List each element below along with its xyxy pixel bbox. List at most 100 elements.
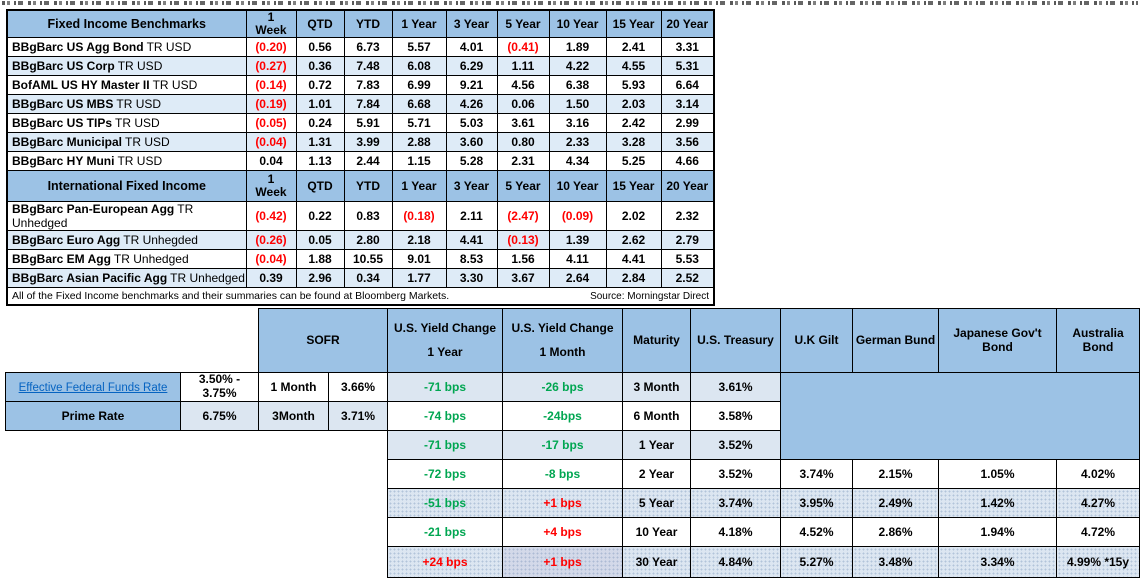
effective-federal-funds-rate-link[interactable]: Effective Federal Funds Rate <box>18 382 168 394</box>
fixed-income-table: Fixed Income Benchmarks 1 Week QTD YTD 1 Yea… <box>6 9 715 306</box>
benchmark-name: BBgBarc Asian Pacific Agg <box>12 271 168 286</box>
sofr-rate-cell: 3.71% <box>328 401 388 431</box>
period-value-cell: 4.41 <box>445 230 498 251</box>
period-value-cell: 2.18 <box>391 230 447 251</box>
german-bund-cell: 2.15% <box>852 459 939 489</box>
benchmark-suffix: TR USD <box>117 154 163 169</box>
uk-gilt-cell: 4.52% <box>780 517 853 547</box>
yield-header-line2: 1 Year <box>427 344 463 359</box>
period-value-cell: (0.09) <box>548 201 607 232</box>
benchmark-suffix: TR USD <box>146 40 192 55</box>
us-treasury-cell: 3.52% <box>690 459 781 489</box>
benchmark-suffix: TR USD <box>152 78 198 93</box>
japanese-bond-cell: 1.94% <box>938 517 1057 547</box>
period-value-cell: 3.56 <box>660 132 715 153</box>
benchmark-suffix: TR Unhedged <box>12 202 194 231</box>
period-header: 1 Year <box>391 170 447 203</box>
period-value-cell: 0.83 <box>343 201 393 232</box>
period-header: 1 Week <box>245 170 297 203</box>
prime-rate-value: 6.75% <box>180 401 259 431</box>
us-treasury-cell: 3.61% <box>690 372 781 402</box>
empty-left-region <box>6 547 388 578</box>
us-treasury-header: U.S. Treasury <box>690 308 781 373</box>
period-value-cell: 5.31 <box>660 56 715 77</box>
period-value-cell: 6.08 <box>391 56 447 77</box>
period-value-cell: 5.57 <box>391 37 447 58</box>
benchmark-name: BBgBarc HY Muni <box>12 154 115 169</box>
yield-change-1y-cell: -51 bps <box>387 488 503 518</box>
uk-gilt-cell: 3.95% <box>780 488 853 518</box>
period-header: 10 Year <box>548 9 607 39</box>
maturity-cell: 1 Year <box>622 430 691 460</box>
period-value-cell: 4.55 <box>605 56 662 77</box>
benchmark-suffix: TR Unhegded <box>123 233 198 248</box>
period-header: 3 Year <box>445 170 498 203</box>
benchmark-suffix: TR USD <box>125 135 170 150</box>
benchmark-name-cell: BBgBarc Pan-European Agg TR Unhedged <box>6 201 247 232</box>
yield-change-1m-cell: -26 bps <box>502 372 623 402</box>
period-header: 10 Year <box>548 170 607 203</box>
period-value-cell: 2.44 <box>343 151 393 172</box>
period-value-cell: 2.79 <box>660 230 715 251</box>
period-value-cell: 5.53 <box>660 249 715 270</box>
us-treasury-cell: 4.18% <box>690 517 781 547</box>
period-value-cell: 2.42 <box>605 113 662 134</box>
maturity-cell: 2 Year <box>622 459 691 489</box>
period-value-cell: (0.27) <box>245 56 297 77</box>
empty-left-region <box>6 431 388 460</box>
yield-change-1m-header: U.S. Yield Change 1 Month <box>502 308 623 373</box>
japanese-bond-cell: 1.05% <box>938 459 1057 489</box>
yield-change-1y-cell: -71 bps <box>387 430 503 460</box>
period-value-cell: 0.36 <box>295 56 345 77</box>
period-value-cell: 4.34 <box>548 151 607 172</box>
yield-header-line2: 1 Month <box>539 344 586 359</box>
period-value-cell: (0.04) <box>245 249 297 270</box>
period-value-cell: 2.96 <box>295 268 345 289</box>
period-value-cell: 1.56 <box>496 249 550 270</box>
benchmark-name: BBgBarc Euro Agg <box>12 233 121 248</box>
period-value-cell: 5.71 <box>391 113 447 134</box>
period-value-cell: 3.14 <box>660 94 715 115</box>
benchmark-suffix: TR Unhedged <box>113 252 189 267</box>
benchmark-name: BBgBarc EM Agg <box>12 252 111 267</box>
period-value-cell: 7.48 <box>343 56 393 77</box>
period-value-cell: 6.99 <box>391 75 447 96</box>
footnote-text: All of the Fixed Income benchmarks and t… <box>12 290 450 303</box>
period-value-cell: (2.47) <box>496 201 550 232</box>
period-header: QTD <box>295 9 345 39</box>
period-value-cell: 2.32 <box>660 201 715 232</box>
japanese-bond-cell: 3.34% <box>938 546 1057 578</box>
period-value-cell: 6.73 <box>343 37 393 58</box>
period-value-cell: 6.29 <box>445 56 498 77</box>
benchmark-name-cell: BBgBarc EM Agg TR Unhedged <box>6 249 247 270</box>
effective-federal-funds-rate-cell: Effective Federal Funds Rate <box>5 372 181 402</box>
period-header: 5 Year <box>496 170 550 203</box>
benchmark-name-cell: BBgBarc Asian Pacific Agg TR Unhedged <box>6 268 247 289</box>
period-value-cell: 2.84 <box>605 268 662 289</box>
period-value-cell: 1.39 <box>548 230 607 251</box>
period-header: 5 Year <box>496 9 550 39</box>
period-value-cell: (0.41) <box>496 37 550 58</box>
prime-rate-label: Prime Rate <box>5 401 181 431</box>
sofr-rate-cell: 3.66% <box>328 372 388 402</box>
japanese-gov-bond-header: Japanese Gov't Bond <box>938 308 1057 373</box>
period-value-cell: 3.31 <box>660 37 715 58</box>
source-text: Source: Morningstar Direct <box>590 290 709 302</box>
uk-gilt-cell: 5.27% <box>780 546 853 578</box>
period-value-cell: (0.20) <box>245 37 297 58</box>
empty-left-region <box>6 518 388 547</box>
period-value-cell: 2.80 <box>343 230 393 251</box>
sofr-term-cell: 1 Month <box>258 372 329 402</box>
yield-change-1m-cell: +1 bps <box>502 488 623 518</box>
period-value-cell: 2.31 <box>496 151 550 172</box>
benchmark-name-cell: BBgBarc Euro Agg TR Unhegded <box>6 230 247 251</box>
merged-empty-region <box>780 372 1140 460</box>
period-header: 20 Year <box>660 9 715 39</box>
benchmark-suffix: TR USD <box>117 59 163 74</box>
yield-header-line1: U.S. Yield Change <box>511 320 614 335</box>
benchmark-name: BBgBarc Pan-European Agg <box>12 202 175 217</box>
period-value-cell: 2.64 <box>548 268 607 289</box>
german-bund-cell: 2.86% <box>852 517 939 547</box>
period-value-cell: 0.04 <box>245 151 297 172</box>
period-value-cell: 1.15 <box>391 151 447 172</box>
